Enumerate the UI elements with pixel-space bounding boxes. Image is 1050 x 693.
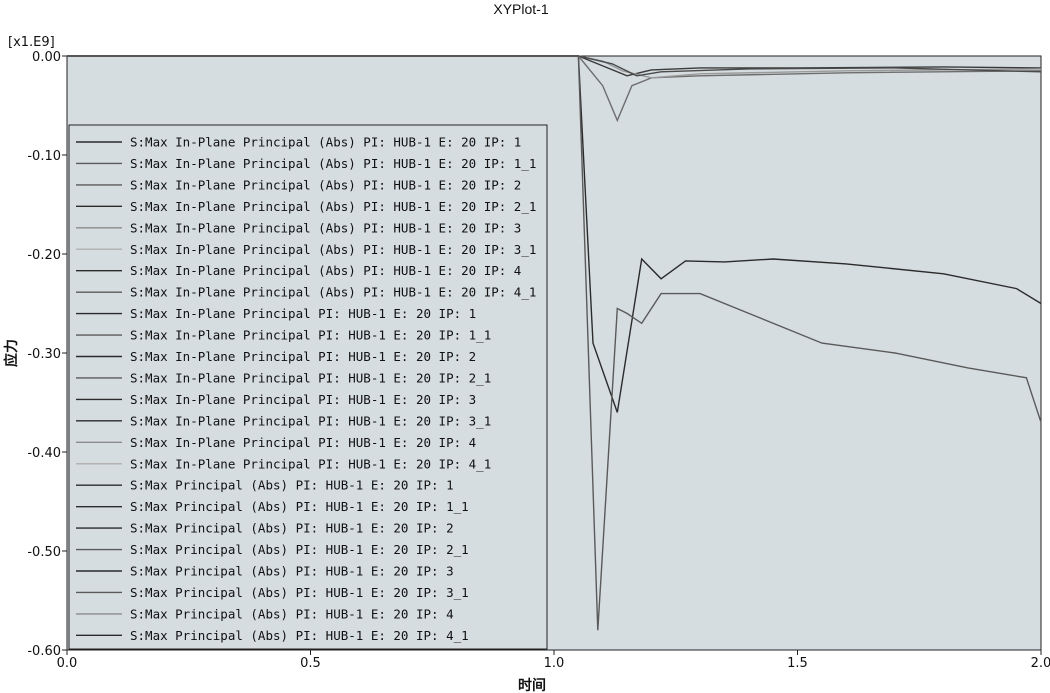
legend-entry: S:Max Principal (Abs) PI: HUB-1 E: 20 IP…	[130, 585, 469, 600]
legend-entry: S:Max In-Plane Principal PI: HUB-1 E: 20…	[130, 306, 476, 321]
legend-entry: S:Max In-Plane Principal (Abs) PI: HUB-1…	[130, 156, 536, 171]
y-tick-label: -0.50	[27, 545, 61, 560]
x-axis-label: 时间	[518, 677, 546, 693]
legend-entry: S:Max In-Plane Principal PI: HUB-1 E: 20…	[130, 328, 491, 343]
legend-entry: S:Max In-Plane Principal PI: HUB-1 E: 20…	[130, 349, 476, 364]
axis-ticks: 0.0 0.5 1.0 1.5 2.0 0.00 -0.10 -0.20 -0.30 -0.40 -…	[27, 50, 1050, 671]
legend-entry: S:Max In-Plane Principal (Abs) PI: HUB-1…	[130, 177, 521, 192]
legend-entry: S:Max In-Plane Principal (Abs) PI: HUB-1…	[130, 199, 536, 214]
y-tick-label: 0.00	[32, 50, 61, 65]
legend-entry: S:Max In-Plane Principal (Abs) PI: HUB-1…	[130, 242, 536, 257]
legend: S:Max In-Plane Principal (Abs) PI: HUB-1…	[68, 124, 548, 650]
legend-entry: S:Max In-Plane Principal PI: HUB-1 E: 20…	[130, 456, 491, 471]
legend-entry: S:Max Principal (Abs) PI: HUB-1 E: 20 IP…	[130, 564, 454, 579]
legend-entry: S:Max Principal (Abs) PI: HUB-1 E: 20 IP…	[130, 499, 469, 514]
series-line-2	[67, 55, 1042, 631]
legend-entry: S:Max In-Plane Principal PI: HUB-1 E: 20…	[130, 435, 476, 450]
legend-entry: S:Max In-Plane Principal (Abs) PI: HUB-1…	[130, 285, 536, 300]
y-axis-label: 应力	[3, 339, 20, 367]
legend-entry: S:Max Principal (Abs) PI: HUB-1 E: 20 IP…	[130, 521, 454, 536]
x-tick-label: 0.5	[300, 656, 321, 671]
x-tick-label: 1.5	[787, 656, 808, 671]
y-tick-label: -0.10	[27, 149, 61, 164]
y-tick-label: -0.60	[27, 644, 61, 659]
legend-entry: S:Max Principal (Abs) PI: HUB-1 E: 20 IP…	[130, 628, 469, 643]
chart-title: XYPlot-1	[493, 1, 548, 17]
series-layer	[67, 55, 1042, 631]
series-line-6	[67, 55, 1042, 77]
y-tick-label: -0.20	[27, 248, 61, 263]
x-tick-label: 2.0	[1031, 656, 1050, 671]
legend-entry: S:Max In-Plane Principal PI: HUB-1 E: 20…	[130, 370, 491, 385]
legend-entry: S:Max In-Plane Principal PI: HUB-1 E: 20…	[130, 413, 491, 428]
legend-entry: S:Max In-Plane Principal PI: HUB-1 E: 20…	[130, 392, 476, 407]
legend-box	[68, 124, 548, 650]
series-line-1	[67, 55, 1042, 413]
legend-entry: S:Max Principal (Abs) PI: HUB-1 E: 20 IP…	[130, 478, 454, 493]
x-tick-label: 1.0	[544, 656, 565, 671]
series-line-4	[67, 55, 1042, 123]
y-tick-label: -0.30	[27, 347, 61, 362]
legend-entry: S:Max In-Plane Principal (Abs) PI: HUB-1…	[130, 135, 521, 150]
y-multiplier: [x1.E9]	[8, 35, 55, 50]
legend-entry: S:Max In-Plane Principal (Abs) PI: HUB-1…	[130, 263, 521, 278]
y-tick-label: -0.40	[27, 446, 61, 461]
x-tick-label: 0.0	[57, 656, 78, 671]
legend-entry: S:Max In-Plane Principal (Abs) PI: HUB-1…	[130, 220, 521, 235]
legend-entry: S:Max Principal (Abs) PI: HUB-1 E: 20 IP…	[130, 606, 454, 621]
legend-entry: S:Max Principal (Abs) PI: HUB-1 E: 20 IP…	[130, 542, 469, 557]
